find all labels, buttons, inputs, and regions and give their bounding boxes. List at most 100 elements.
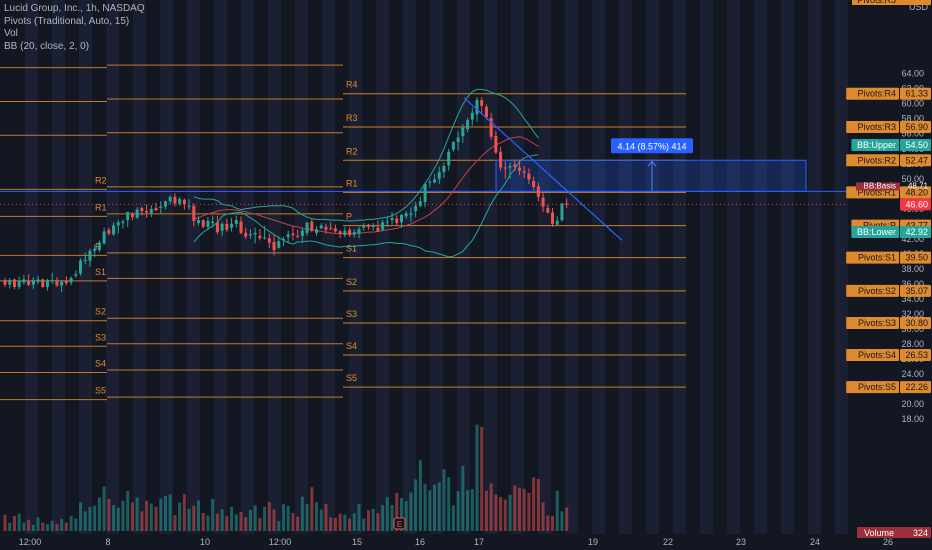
pivot-tag-text: Pivots:S2 (858, 286, 896, 296)
volume-bar (97, 497, 101, 531)
pivot-tag-value: 52.47 (905, 155, 928, 165)
pivot-tag-value-box (900, 87, 931, 100)
bb-basis-tag-value: 48.71 (908, 181, 929, 190)
candle-body (130, 213, 134, 218)
session-band (295, 0, 308, 534)
bb-tag-value: 54.50 (905, 140, 928, 150)
volume-bar (423, 484, 427, 531)
volume-bar (267, 501, 271, 531)
volume-bar (319, 509, 323, 531)
pivot-label: R1 (346, 178, 358, 188)
candle-body (527, 173, 531, 180)
candle-body (112, 225, 116, 235)
volume-bar (135, 497, 139, 531)
candle-body (343, 230, 347, 236)
pivots-indicator-label[interactable]: Pivots (Traditional, Auto, 15) (4, 15, 130, 27)
bb-tag-value-box (900, 139, 931, 152)
pivot-tag-text: Pivots:P (863, 221, 896, 231)
volume-bar (272, 509, 276, 531)
candle-body (447, 151, 451, 166)
volume-indicator-label[interactable]: Vol (4, 28, 18, 39)
candle-body (414, 205, 418, 212)
candle-body (503, 167, 507, 169)
candle-body (22, 279, 26, 283)
bb-lower-line (193, 154, 539, 258)
volume-bar (362, 518, 366, 531)
volume-bar (258, 518, 262, 531)
candle-body (168, 196, 172, 202)
volume-bar (12, 515, 16, 531)
session-band (79, 0, 92, 534)
candles (3, 96, 569, 293)
candle-body (97, 242, 101, 251)
candle-body (296, 235, 300, 237)
volume-bar (263, 506, 267, 531)
volume-bar (399, 498, 403, 531)
pivot-tag-text: Pivots:R1 (857, 187, 896, 197)
pivot-tag-value: 43.77 (905, 221, 928, 231)
candle-body (357, 229, 361, 234)
bb-tag-box (851, 225, 899, 238)
bollinger-indicator-label[interactable]: BB (20, close, 2, 0) (4, 40, 90, 52)
volume-tag-value: 324 (913, 528, 928, 538)
volume-bar (315, 502, 319, 531)
candle-body (45, 280, 49, 287)
session-band (619, 0, 632, 534)
candle-body (404, 213, 408, 217)
symbol-title[interactable]: Lucid Group, Inc., 1h, NASDAQ (4, 3, 145, 14)
volume-bar (107, 498, 111, 531)
range-label-box (611, 138, 693, 154)
pivot-tag-text: Pivots:S5 (858, 382, 896, 392)
candle-body (536, 186, 540, 197)
price-tick-label: 28.00 (901, 339, 924, 349)
candle-body (121, 221, 125, 224)
candle-body (551, 212, 555, 224)
pivot-tag-value-box (900, 316, 931, 329)
pivot-tag-value-box (900, 154, 931, 167)
candle-body (442, 166, 446, 173)
volume-bar (36, 517, 40, 531)
volume-bar (385, 497, 389, 531)
candle-body (499, 151, 503, 168)
candle-body (187, 205, 191, 207)
candle-body (300, 230, 304, 236)
volume-bar (508, 494, 512, 531)
time-tick-label: 26 (883, 537, 893, 547)
candle-body (451, 142, 455, 150)
volume-bar (31, 524, 35, 531)
volume-bar (281, 504, 285, 531)
session-band (457, 0, 470, 534)
volume-bar (366, 510, 370, 531)
candle-body (513, 164, 517, 167)
candle-body (201, 220, 205, 227)
session-band (268, 0, 281, 534)
volume-bar (55, 523, 59, 531)
candle-body (220, 223, 224, 231)
session-band (25, 0, 38, 534)
volume-bar (442, 469, 446, 531)
candle-body (253, 232, 257, 235)
pivot-tag-box (846, 154, 899, 167)
pivot-tag-value-box (900, 349, 931, 362)
volume-bar (381, 504, 385, 531)
price-axis-tags: Pivots:R4 61.33 Pivots:R3 56.90 Pivots:R2 52.… (846, 0, 931, 538)
candle-body (116, 222, 120, 226)
volume-bar (60, 518, 64, 531)
session-band (808, 0, 821, 534)
session-band (52, 0, 65, 534)
pivot-tag-value: 39.50 (905, 253, 928, 263)
volume-bar (159, 498, 163, 531)
pivot-tag-box (846, 381, 899, 394)
candle-body (140, 208, 144, 212)
candle-body (517, 167, 521, 171)
pivot-tag-text: Pivots:R2 (857, 155, 896, 165)
volume-bar (126, 491, 130, 531)
pivot-tag-value: 22.26 (905, 382, 928, 392)
price-tick-label: 36.00 (901, 279, 924, 289)
pivot-tag-box (846, 284, 899, 297)
volume-bar (64, 522, 68, 531)
volume-bar (433, 484, 437, 531)
volume-bar (513, 485, 517, 531)
candle-body (470, 112, 474, 120)
